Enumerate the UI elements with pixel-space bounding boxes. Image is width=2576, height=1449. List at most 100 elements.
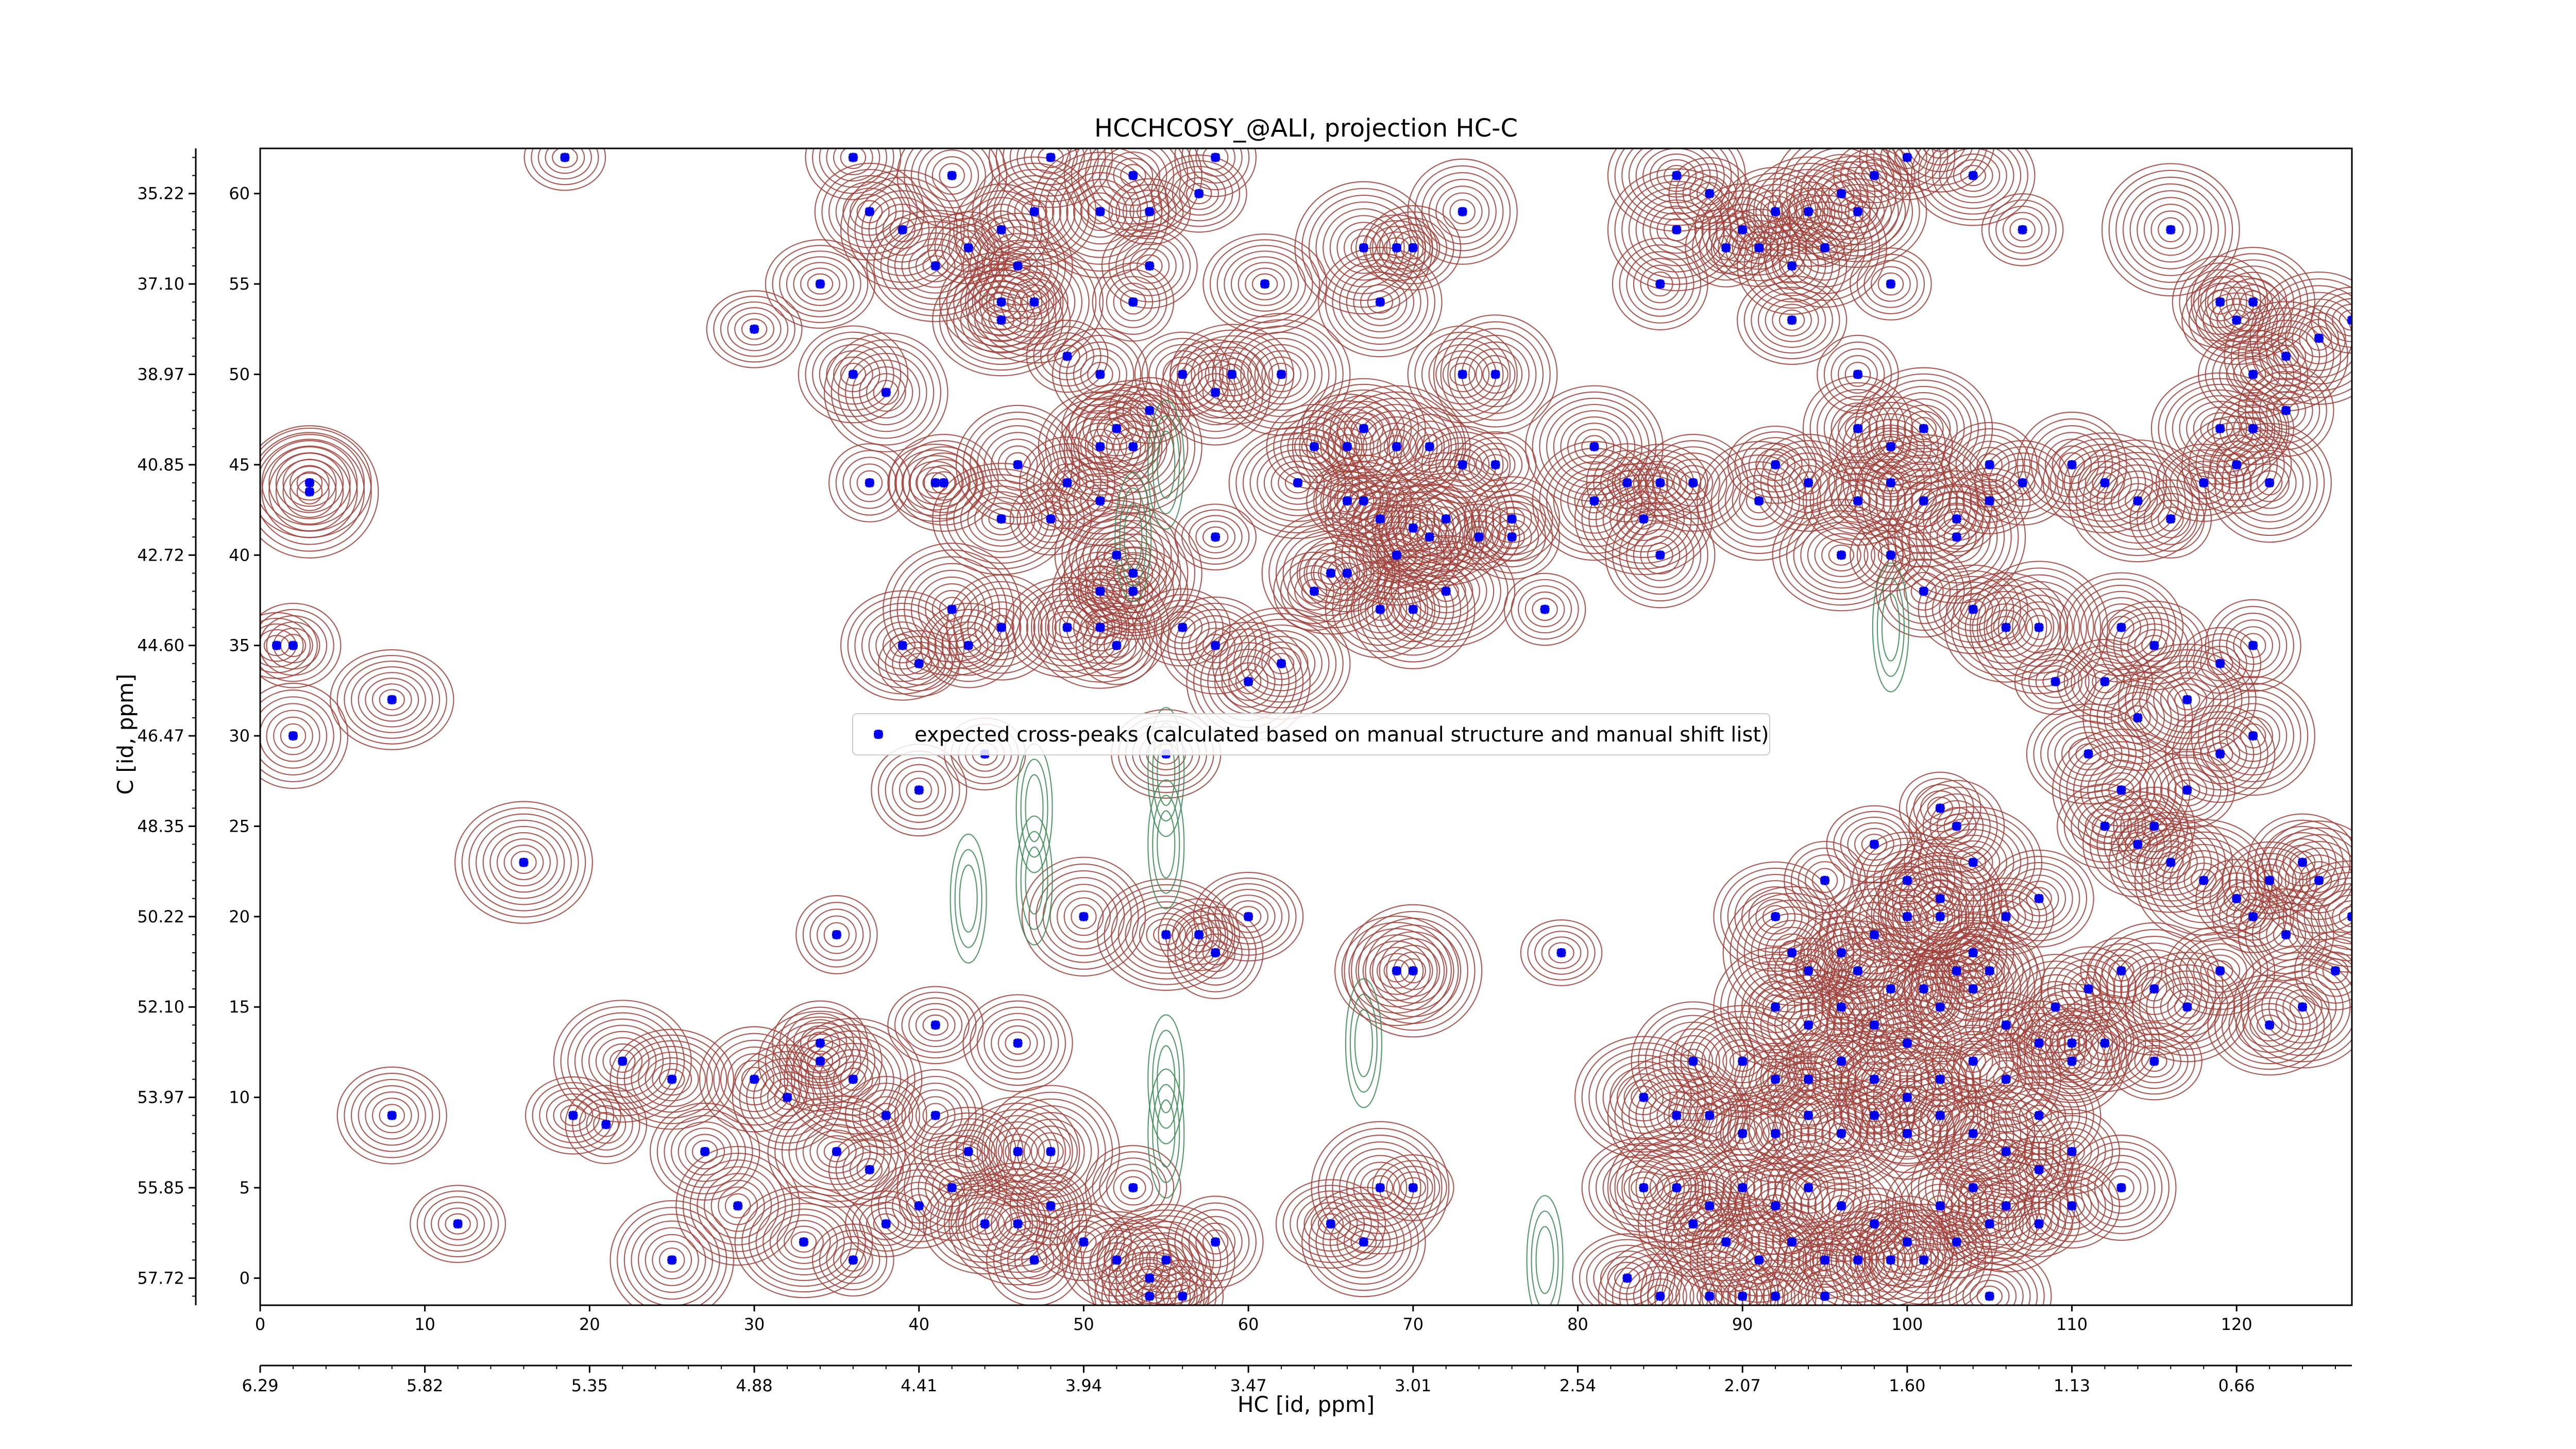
- contour-ring: [1751, 287, 1833, 354]
- contour-ring: [1626, 251, 1694, 317]
- contour-ring: [1943, 524, 1970, 550]
- contour-ring: [1360, 591, 1400, 628]
- peak-marker: [2001, 622, 2011, 632]
- contour-ring: [2026, 703, 2151, 805]
- contour-ring: [1710, 454, 1807, 548]
- peak-marker: [1738, 1056, 1748, 1066]
- contour-ring: [1762, 1284, 1789, 1305]
- peak-marker: [1655, 1291, 1665, 1301]
- contour-ring: [1393, 1171, 1433, 1204]
- contour-ring: [1828, 544, 1855, 566]
- peak-contour: [734, 1186, 873, 1299]
- contour-ring: [1122, 242, 1177, 290]
- x-index-tick-label: 10: [414, 1315, 435, 1334]
- contour-ring: [523, 148, 606, 191]
- contour-ring: [1113, 282, 1154, 322]
- contour-ring: [706, 290, 803, 368]
- contour-ring: [260, 425, 379, 559]
- peak-marker: [2067, 1038, 2077, 1048]
- contour-ring: [1202, 526, 1229, 548]
- contour-ring: [1362, 940, 1431, 1001]
- contour-ring: [784, 1018, 923, 1141]
- peak-marker: [1441, 514, 1451, 524]
- contour-ring: [2035, 665, 2076, 698]
- contour-ring: [950, 833, 987, 964]
- contour-ring: [1913, 784, 1968, 833]
- contour-ring: [1708, 197, 1777, 263]
- peak-marker: [2248, 731, 2258, 741]
- contour-ring: [2059, 1031, 2085, 1056]
- y-ppm-tick-label: 48.35: [137, 816, 184, 836]
- peak-contour: [454, 801, 593, 924]
- peak-marker: [1820, 243, 1830, 253]
- peak-marker: [1770, 1201, 1781, 1211]
- contour-ring: [1096, 626, 1137, 665]
- contour-ring: [1534, 931, 1589, 975]
- peak-marker: [2067, 1201, 2077, 1211]
- peak-marker: [2265, 875, 2275, 885]
- contour-ring: [2129, 829, 2212, 896]
- contour-ring: [885, 757, 953, 823]
- negative-contour: [1147, 707, 1185, 837]
- peak-marker: [1853, 1255, 1863, 1265]
- peak-marker: [2050, 1002, 2060, 1012]
- contour-ring: [631, 1220, 714, 1300]
- contour-ring: [1257, 449, 1339, 516]
- contour-ring: [1654, 1243, 1765, 1305]
- peak-marker: [2100, 478, 2110, 488]
- peak-marker: [2034, 1165, 2044, 1175]
- contour-ring: [1174, 503, 1257, 571]
- contour-ring: [1713, 235, 1739, 261]
- contour-ring: [1334, 504, 1459, 606]
- peak-marker: [667, 1255, 677, 1265]
- contour-ring: [1038, 572, 1163, 683]
- contour-ring: [2016, 990, 2127, 1097]
- contour-ring: [546, 1093, 600, 1138]
- contour-ring: [962, 994, 1073, 1092]
- contour-ring: [852, 359, 921, 426]
- peak-marker: [1672, 1110, 1682, 1120]
- contour-ring: [1896, 565, 1951, 618]
- contour-ring: [1115, 183, 1184, 240]
- peak-contour: [1605, 502, 1716, 609]
- peak-marker: [2034, 894, 2044, 903]
- y-index-tick-label: 45: [229, 455, 250, 475]
- peak-marker: [1359, 496, 1369, 506]
- contour-ring: [2014, 967, 2097, 1047]
- peak-contour: [844, 1075, 927, 1155]
- contour-ring: [2080, 591, 2163, 664]
- peak-marker: [1705, 1291, 1715, 1301]
- contour-ring: [1751, 229, 1833, 302]
- contour-ring: [1908, 780, 2005, 873]
- contour-ring: [1354, 1009, 1373, 1077]
- contour-ring: [617, 1207, 727, 1305]
- contour-ring: [1369, 947, 1424, 995]
- negative-contour: [1147, 1014, 1185, 1144]
- contour-ring: [1931, 148, 2014, 209]
- contour-ring: [1278, 466, 1318, 499]
- peak-marker: [1408, 604, 1418, 614]
- peak-contour: [1377, 535, 1516, 648]
- peak-marker: [1968, 948, 1978, 958]
- contour-ring: [2179, 395, 2262, 462]
- contour-ring: [1015, 815, 1053, 946]
- contour-ring: [856, 1158, 883, 1182]
- contour-ring: [1329, 1211, 1398, 1272]
- peak-marker: [2199, 875, 2209, 885]
- contour-ring: [1099, 1157, 1167, 1218]
- contour-ring: [2167, 989, 2208, 1025]
- peak-marker: [1968, 171, 1978, 180]
- peak-marker: [996, 514, 1006, 524]
- contour-ring: [1435, 443, 1490, 487]
- contour-ring: [2162, 844, 2245, 917]
- spectrum-contours: [260, 148, 2352, 1305]
- contour-ring: [828, 1133, 911, 1206]
- peak-contour: [1981, 193, 2064, 266]
- contour-ring: [2186, 633, 2255, 694]
- contour-ring: [454, 801, 593, 924]
- contour-ring: [1195, 1222, 1236, 1261]
- contour-ring: [2218, 346, 2287, 402]
- contour-ring: [1099, 269, 1167, 335]
- peak-contour: [784, 1018, 923, 1141]
- contour-ring: [1054, 616, 1080, 638]
